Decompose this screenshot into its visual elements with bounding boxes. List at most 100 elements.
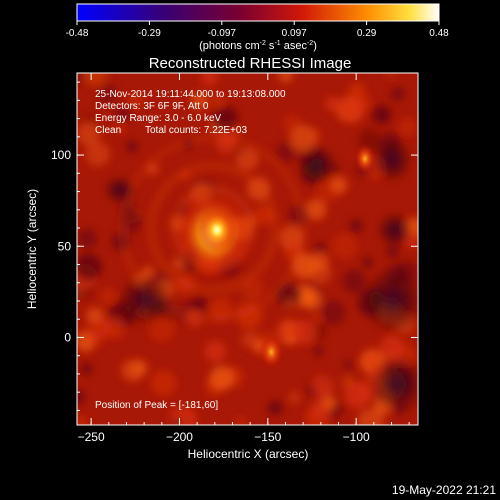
noise-blob: [201, 73, 219, 86]
noise-blob: [372, 105, 392, 125]
plot-frame: [76, 72, 419, 426]
y-tick-label: 100: [51, 148, 71, 162]
noise-blob: [331, 233, 358, 260]
noise-blob: [275, 142, 297, 163]
noise-blob: [77, 228, 98, 249]
noise-blob: [330, 176, 348, 194]
dark-patch: [370, 355, 418, 415]
dark-patch: [104, 176, 136, 204]
noise-blob: [102, 316, 125, 339]
y-axis-label: Heliocentric Y (arcsec): [25, 189, 39, 309]
x-axis-ticks: −250 −200 −150 −100: [78, 73, 410, 444]
x-tick-label: −200: [166, 430, 193, 444]
noise-blob: [77, 389, 85, 405]
noise-blob: [193, 296, 208, 311]
noise-blob: [315, 243, 326, 254]
source-secondary: [259, 335, 283, 369]
y-axis-ticks: 0 50 100: [51, 81, 418, 411]
noise-blob: [365, 352, 379, 367]
noise-blob: [209, 365, 234, 390]
chart-title: Reconstructed RHESSI Image: [149, 55, 352, 72]
noise-blob: [311, 375, 334, 398]
annotation-peak-position: Position of Peak = [-181,60]: [95, 400, 218, 411]
noise-blob: [305, 405, 331, 425]
colorbar: [77, 4, 439, 21]
dark-patch: [117, 274, 173, 326]
x-axis-label: Heliocentric X (arcsec): [188, 447, 309, 461]
noise-blob: [80, 362, 93, 375]
noise-blob: [126, 140, 139, 153]
noise-blob: [390, 86, 405, 102]
noise-blob: [324, 96, 341, 112]
dark-patch: [361, 266, 418, 334]
colorbar-tick-label: 0.29: [357, 28, 377, 39]
noise-blob: [398, 117, 418, 137]
noise-blob: [305, 199, 327, 221]
noise-blob: [190, 92, 208, 109]
noise-blob: [289, 124, 318, 153]
annotation-clean: Clean: [95, 125, 121, 136]
footer-timestamp: 19-May-2022 21:21: [392, 483, 496, 497]
noise-blob: [362, 257, 373, 268]
annotation-detectors: Detectors: 3F 6F 9F, Att 0: [95, 101, 209, 112]
x-tick-label: −150: [254, 430, 281, 444]
colorbar-frame: [76, 3, 440, 22]
noise-blob: [313, 346, 324, 357]
noise-blob: [253, 205, 274, 226]
noise-blob: [342, 269, 366, 294]
halo-ring: [147, 162, 279, 294]
source-core-main: [197, 207, 238, 254]
colorbar-tick-label: 0.097: [282, 28, 307, 39]
halo-ring: [119, 134, 307, 322]
noise-blob: [347, 82, 366, 101]
noise-blob: [384, 73, 398, 80]
colorbar-tick-label: 0.48: [429, 28, 449, 39]
noise-blob: [278, 73, 294, 83]
dark-patch: [377, 212, 413, 248]
noise-blob: [291, 319, 317, 345]
dark-patch: [372, 138, 412, 182]
noise-blob: [131, 359, 148, 376]
noise-blob: [114, 105, 132, 123]
annotation-energy: Energy Range: 3.0 - 6.0 keV: [95, 113, 222, 124]
noise-blob: [213, 106, 239, 132]
image-area: [77, 73, 418, 425]
noise-blob: [235, 417, 247, 425]
noise-blob: [77, 253, 102, 281]
noise-blob: [322, 395, 337, 410]
noise-blob: [386, 246, 399, 259]
noise-blob: [267, 400, 284, 416]
y-tick-label: 0: [64, 330, 71, 344]
noise-blob: [170, 417, 182, 425]
noise-blob: [236, 147, 259, 171]
noise-blob: [281, 320, 295, 334]
colorbar-tick-labels: -0.48 -0.29 -0.097 0.097 0.29 0.48: [66, 28, 450, 39]
noise-blob: [284, 298, 295, 310]
noise-blob: [99, 287, 117, 305]
colorbar-tick-label: -0.29: [138, 28, 161, 39]
noise-blob: [209, 93, 226, 109]
noise-blob: [85, 141, 111, 167]
emission-sources: [171, 143, 376, 369]
dark-patch: [298, 147, 338, 183]
noise-blob: [349, 219, 364, 233]
noise-blob: [320, 299, 346, 326]
noise-blob: [342, 359, 354, 371]
annotation-time: 25-Nov-2014 19:11:44.000 to 19:13:08.000: [95, 89, 286, 100]
source-secondary: [354, 143, 376, 175]
noise-blob: [77, 415, 88, 425]
noise-blob: [77, 122, 101, 146]
colorbar-unit-label: (photons cm-2 s-1 asec-2): [199, 40, 317, 52]
y-tick-label: 50: [58, 239, 72, 253]
noise-blob: [82, 73, 108, 87]
noise-blob: [97, 84, 117, 104]
colorbar-ticks: [76, 21, 440, 25]
noise-blob: [301, 288, 314, 302]
x-tick-label: −100: [343, 430, 370, 444]
noise-blob: [289, 392, 300, 403]
noise-blob: [87, 330, 105, 347]
noise-blob: [150, 370, 177, 397]
annotation-counts: Total counts: 7.22E+03: [145, 125, 247, 136]
noise-blob: [204, 340, 226, 363]
